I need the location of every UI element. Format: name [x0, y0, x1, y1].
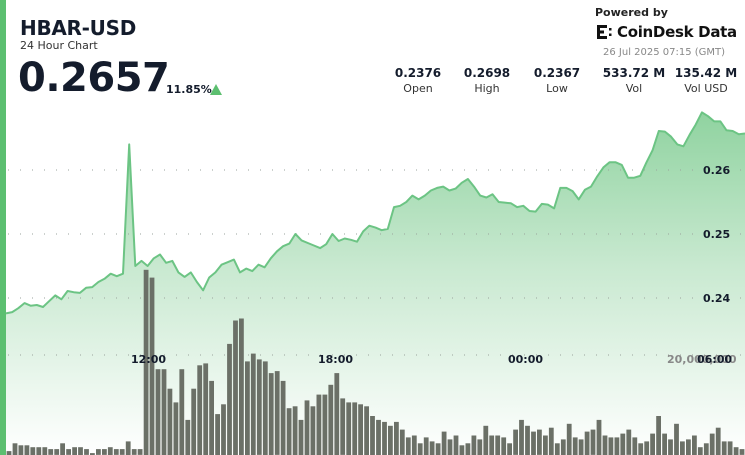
- stat-label: Vol USD: [684, 82, 728, 95]
- axis-labels: 0.26 0.25 0.24 20,000,000 12:00 18:00 00…: [131, 164, 737, 366]
- stat-open: 0.2376 Open: [378, 66, 458, 95]
- y-tick-label: 0.24: [703, 292, 730, 305]
- x-tick-label: 12:00: [131, 353, 166, 366]
- price-change-percent: 11.85%: [166, 83, 212, 96]
- stat-label: Open: [403, 82, 433, 95]
- stat-value: 135.42 M: [674, 66, 738, 80]
- x-tick-label: 18:00: [318, 353, 353, 366]
- stat-label: Low: [546, 82, 568, 95]
- stat-vol: 533.72 M Vol: [594, 66, 674, 95]
- brand-name: CoinDesk Data: [617, 23, 737, 41]
- x-tick-label: 00:00: [508, 353, 543, 366]
- stat-value: 0.2698: [463, 66, 511, 80]
- stat-value: 533.72 M: [602, 66, 666, 80]
- coindesk-logo: CoinDesk Data: [596, 23, 737, 41]
- accent-bar: [0, 0, 6, 455]
- stat-label: High: [474, 82, 500, 95]
- stat-label: Vol: [625, 82, 643, 95]
- stat-value: 0.2376: [394, 66, 442, 80]
- stat-value: 0.2367: [533, 66, 581, 80]
- chart-subtitle: 24 Hour Chart: [20, 39, 98, 52]
- symbol-title: HBAR-USD: [20, 16, 137, 40]
- stat-high: 0.2698 High: [447, 66, 527, 95]
- x-tick-label: 06:00: [697, 353, 732, 366]
- volume-bars: [6, 269, 745, 455]
- y-tick-label: 0.26: [703, 164, 730, 177]
- volume-axis-label: 20,000,000: [667, 353, 737, 366]
- coindesk-mark-icon: [597, 25, 612, 39]
- y-tick-label: 0.25: [703, 228, 730, 241]
- price-area: [6, 112, 745, 455]
- up-arrow-icon: [210, 84, 222, 95]
- current-price: 0.2657: [18, 55, 170, 101]
- stat-low: 0.2367 Low: [517, 66, 597, 95]
- stat-vol-usd: 135.42 M Vol USD: [666, 66, 745, 95]
- price-line: [5, 111, 745, 315]
- powered-by-label: Powered by: [595, 6, 668, 19]
- timestamp: 26 Jul 2025 07:15 (GMT): [603, 47, 726, 58]
